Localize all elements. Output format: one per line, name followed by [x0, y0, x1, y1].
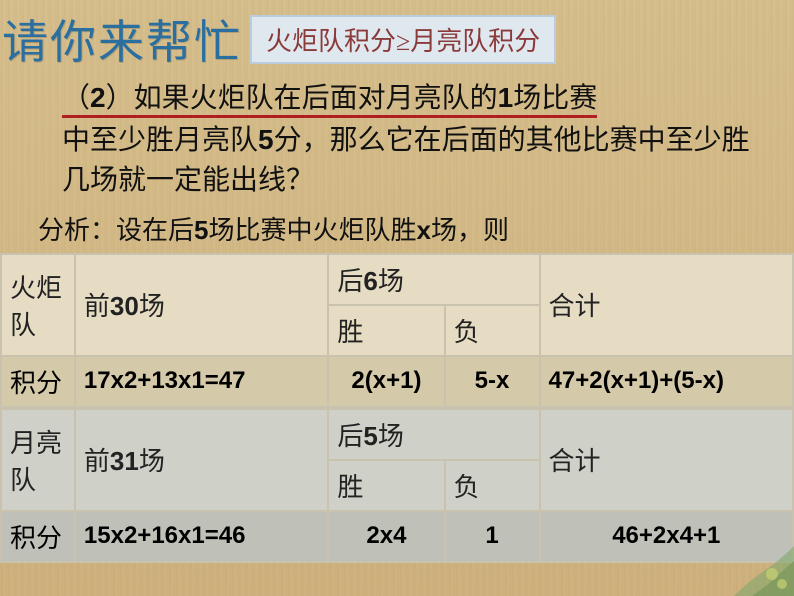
t2-col2-post: 场 [378, 421, 404, 451]
table-moon-team: 月亮 队 前31场 后5场 合计 胜 负 积分 15x2+16x1=46 2x4… [0, 408, 794, 563]
table-torch-team: 火炬 队 前30场 后6场 合计 胜 负 积分 17x2+13x1=47 2(x… [0, 253, 794, 408]
t2-score-label: 积分 [1, 511, 75, 562]
problem-underlined: （2）如果火炬队在后面对月亮队的1场比赛 [62, 83, 597, 118]
t2-col2: 后5场 [328, 409, 539, 460]
num-5: 5 [258, 124, 274, 155]
t2-col3: 合计 [540, 409, 793, 511]
t2-win: 胜 [328, 460, 444, 511]
t1-lose: 负 [445, 305, 540, 356]
num-1: 1 [498, 82, 514, 113]
t1-f1: 17x2+13x1=47 [75, 356, 328, 407]
t1-col2-n: 6 [363, 266, 377, 296]
t1-f2: 2(x+1) [328, 356, 444, 407]
t1-col1-post: 场 [139, 291, 165, 321]
problem-p2: 场比赛 [513, 83, 597, 114]
problem-p3: 中至少胜月亮队 [62, 125, 258, 156]
problem-text: （2）如果火炬队在后面对月亮队的1场比赛 中至少胜月亮队5分，那么它在后面的其他… [0, 72, 794, 202]
t2-lose: 负 [445, 460, 540, 511]
condition-badge: 火炬队积分≥月亮队积分 [250, 15, 556, 64]
analysis-pre: 分析：设在后 [38, 216, 194, 245]
analysis-x: x [417, 215, 431, 245]
problem-p1: ）如果火炬队在后面对月亮队的 [106, 83, 498, 114]
t2-col1-n: 31 [110, 446, 139, 476]
problem-number: 2 [90, 82, 106, 113]
analysis-post: 场，则 [431, 216, 509, 245]
t1-col3: 合计 [540, 254, 793, 356]
t2-col1-pre: 前 [84, 446, 110, 476]
slide-content: 请你来帮忙 火炬队积分≥月亮队积分 （2）如果火炬队在后面对月亮队的1场比赛 中… [0, 0, 794, 563]
t1-score-label: 积分 [1, 356, 75, 407]
t1-col1-n: 30 [110, 291, 139, 321]
page-title: 请你来帮忙 [0, 6, 242, 72]
t2-col1: 前31场 [75, 409, 328, 511]
t2-f2: 2x4 [328, 511, 444, 562]
paren-open: （ [62, 83, 90, 114]
t1-col1: 前30场 [75, 254, 328, 356]
t2-col2-n: 5 [363, 421, 377, 451]
t2-col1-post: 场 [139, 446, 165, 476]
corner-decoration-icon [724, 526, 794, 596]
t1-col2-post: 场 [378, 266, 404, 296]
t2-f1: 15x2+16x1=46 [75, 511, 328, 562]
t2-col2-pre: 后 [337, 421, 363, 451]
t2-f3: 1 [445, 511, 540, 562]
t1-win: 胜 [328, 305, 444, 356]
t1-col2-pre: 后 [337, 266, 363, 296]
t2-team: 月亮 队 [1, 409, 75, 511]
title-row: 请你来帮忙 火炬队积分≥月亮队积分 [0, 0, 794, 72]
analysis-5: 5 [194, 215, 208, 245]
t1-team: 火炬 队 [1, 254, 75, 356]
t1-f3: 5-x [445, 356, 540, 407]
t1-col2: 后6场 [328, 254, 539, 305]
t1-f4: 47+2(x+1)+(5-x) [540, 356, 793, 407]
analysis-mid: 场比赛中火炬队胜 [208, 216, 416, 245]
analysis-text: 分析：设在后5场比赛中火炬队胜x场，则 [0, 202, 794, 253]
t1-col1-pre: 前 [84, 291, 110, 321]
